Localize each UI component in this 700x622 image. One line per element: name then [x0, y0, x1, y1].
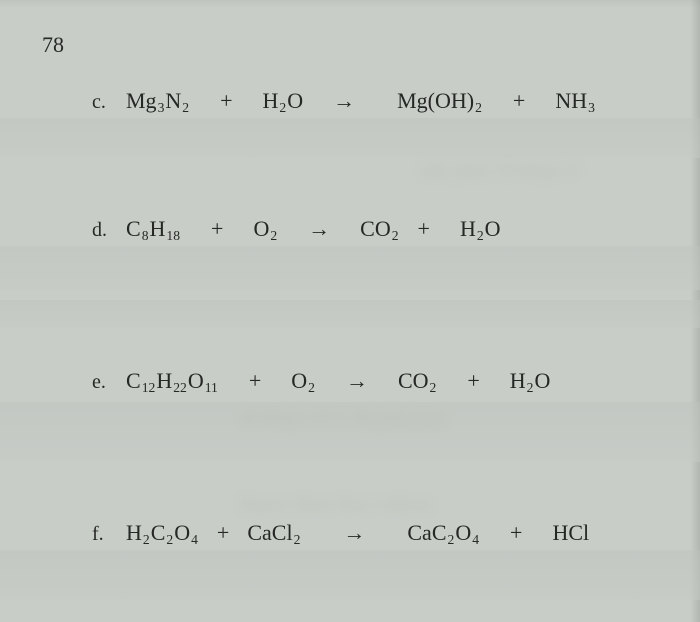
chem-formula: H22 — [156, 368, 188, 394]
equation-body: C8H18 + O2 → CO2 + H2O — [126, 216, 501, 242]
plus-operator: + — [418, 216, 430, 242]
chem-formula: O — [534, 368, 550, 394]
chem-formula: O4 — [455, 520, 480, 546]
chem-formula: O11 — [188, 368, 219, 394]
equation-body: C12H22O11 + O2 → CO2 + H2O — [126, 368, 550, 394]
plus-operator: + — [513, 88, 525, 114]
paper-texture-band — [0, 300, 700, 328]
chem-formula: C2 — [151, 520, 175, 546]
chem-formula: N2 — [165, 88, 190, 114]
chem-formula: O2 — [253, 216, 278, 242]
paper-texture-band — [0, 118, 700, 158]
equation-body: Mg3N2 + H2O → Mg(OH)2 + NH3 — [126, 88, 596, 114]
reaction-arrow-icon: → — [308, 216, 330, 242]
chem-formula: Mg3 — [126, 88, 165, 114]
paper-bleed-text: take place 20 drops of — [420, 160, 579, 181]
chem-formula: O4 — [174, 520, 199, 546]
plus-operator: + — [467, 368, 479, 394]
equation-row-e: e. C12H22O11 + O2 → CO2 + H2O — [92, 368, 692, 394]
chem-formula: Mg(OH)2 — [397, 88, 483, 114]
chem-formula: C8 — [126, 216, 150, 242]
equation-row-f: f. H2C2O4+CaCl2→CaC2O4+HCl — [92, 520, 692, 546]
paper-edge-top — [0, 0, 700, 8]
paper-bleed-text: Report Sheet Now without — [240, 494, 432, 515]
chem-formula: CO2 — [398, 368, 437, 394]
page-number: 78 — [42, 32, 64, 58]
chem-formula: O — [287, 88, 303, 114]
paper-texture-band — [0, 550, 700, 600]
chem-formula: HCl — [552, 520, 589, 546]
plus-operator: + — [220, 88, 232, 114]
worksheet-page: take place 20 drops of 40 drops of 0.1 M… — [0, 0, 700, 622]
reaction-arrow-icon: → — [346, 368, 368, 394]
paper-texture-band — [0, 402, 700, 462]
chem-formula: H2 — [510, 368, 535, 394]
chem-formula: C12 — [126, 368, 156, 394]
chem-formula: O — [485, 216, 501, 242]
chem-formula: H18 — [150, 216, 182, 242]
equation-label: e. — [92, 371, 126, 394]
chem-formula: CaCl2 — [247, 520, 301, 546]
chem-formula: NH3 — [555, 88, 596, 114]
paper-texture-band — [0, 246, 700, 290]
plus-operator: + — [510, 520, 522, 546]
reaction-arrow-icon: → — [333, 88, 355, 114]
equation-label: c. — [92, 91, 126, 114]
chem-formula: CaC2 — [407, 520, 455, 546]
chem-formula: H2 — [263, 88, 288, 114]
chem-formula: H2 — [126, 520, 151, 546]
plus-operator: + — [211, 216, 223, 242]
reaction-arrow-icon: → — [343, 520, 365, 546]
chem-formula: CO2 — [360, 216, 399, 242]
plus-operator: + — [249, 368, 261, 394]
equation-label: d. — [92, 219, 126, 242]
chem-formula: H2 — [460, 216, 485, 242]
plus-operator: + — [217, 520, 229, 546]
equation-label: f. — [92, 523, 126, 546]
equation-row-d: d. C8H18 + O2 → CO2 + H2O — [92, 216, 692, 242]
equation-row-c: c. Mg3N2 + H2O → Mg(OH)2 + NH3 — [92, 88, 692, 114]
chem-formula: O2 — [291, 368, 316, 394]
equation-body: H2C2O4+CaCl2→CaC2O4+HCl — [126, 520, 589, 546]
